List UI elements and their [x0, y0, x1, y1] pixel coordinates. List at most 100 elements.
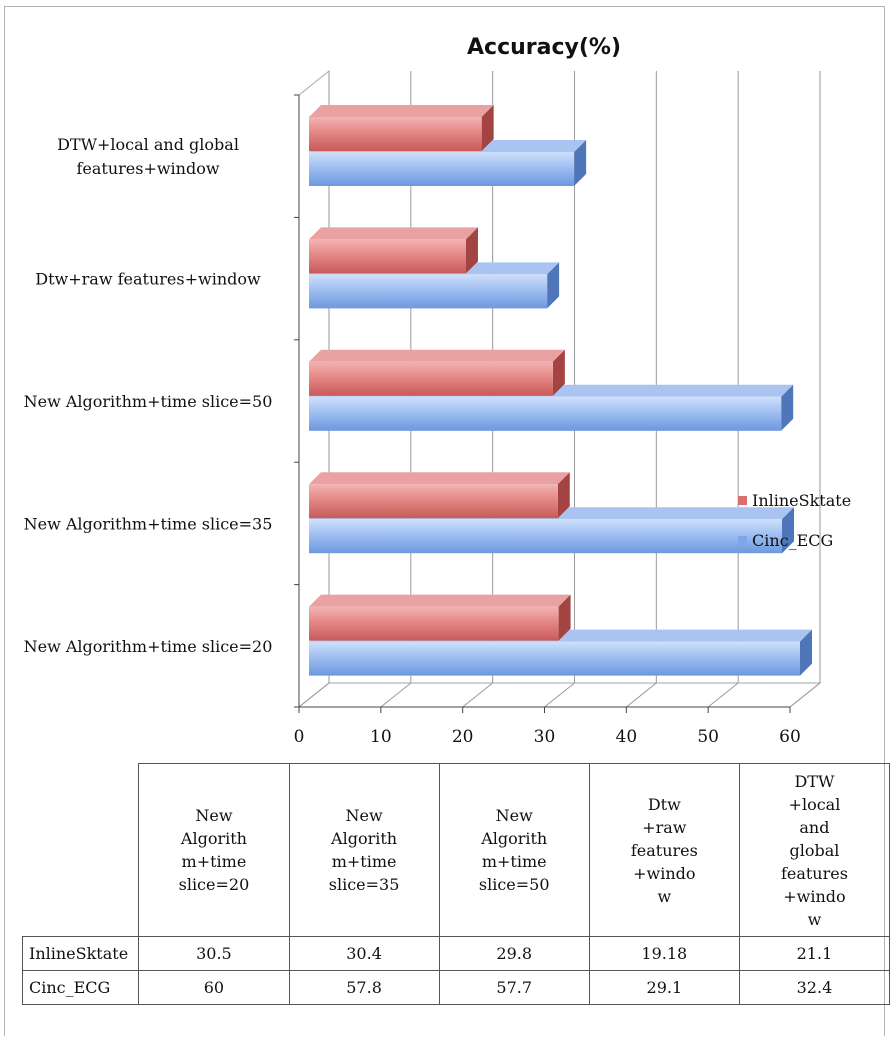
bar-face	[309, 239, 466, 274]
bar-inlinesktate	[309, 472, 570, 519]
table-header-line: slice=50	[478, 875, 550, 894]
table-header-line: w	[657, 886, 672, 906]
table-header-line: +windo	[633, 863, 696, 883]
bar-side	[781, 507, 794, 554]
table-row-label: Cinc_ECG	[21, 970, 140, 1005]
table-cell: 57.7	[438, 970, 590, 1005]
bar-face	[309, 484, 558, 519]
table-header-line: m+time	[181, 852, 247, 871]
table-header-line: slice=20	[178, 875, 250, 894]
bar-side	[552, 349, 565, 396]
category-label: New Algorithm+time slice=35	[24, 514, 273, 533]
bar-cinc-ecg	[309, 140, 587, 186]
x-tick-label: 10	[370, 727, 392, 747]
table-header-line: slice=35	[328, 875, 400, 894]
table-header-line: New	[195, 806, 233, 825]
bar-face	[309, 641, 800, 676]
table-column-header: New Algorith m+time slice=35	[288, 763, 440, 937]
legend-swatch	[738, 536, 747, 545]
table-header-line: features	[630, 840, 698, 860]
bar-side	[465, 227, 478, 274]
table-cell: 57.8	[288, 970, 440, 1005]
chart-title: Accuracy(%)	[467, 35, 621, 60]
table-header-line: DTW	[794, 771, 835, 791]
floor-gridline	[707, 682, 739, 708]
table-header-line: and	[799, 817, 830, 837]
axes	[294, 94, 791, 713]
bar-side	[481, 105, 494, 151]
bar-inlinesktate	[309, 594, 571, 641]
table-header-line: m+time	[481, 852, 547, 871]
bar-top	[309, 472, 570, 485]
bar-chart: Accuracy(%) New Algorithm+time slice=20N…	[24, 35, 852, 747]
table-header-row: New Algorith m+time slice=20 New Algorith m+ti…	[22, 763, 890, 937]
bar-face	[309, 396, 782, 431]
table-cell: 21.1	[738, 936, 890, 971]
floor-gridline	[462, 682, 493, 708]
table-column-header: New Algorith m+time slice=20	[138, 763, 290, 937]
legend-swatch	[738, 496, 747, 505]
x-tick-label: 20	[452, 727, 474, 747]
bar-top	[309, 105, 494, 117]
category-labels: New Algorithm+time slice=20 New Algorithm…	[24, 135, 273, 656]
bar-inlinesktate	[309, 105, 494, 151]
x-tick-label: 60	[779, 727, 801, 747]
table-header-line: +raw	[642, 817, 687, 837]
x-tick-label: 0	[294, 727, 305, 747]
table-header-line: m+time	[331, 852, 397, 871]
table-cell: 32.4	[738, 970, 890, 1005]
legend-label: Cinc_ECG	[752, 531, 833, 550]
bar-face	[309, 519, 782, 554]
legend: InlineSktate Cinc_ECG	[738, 491, 851, 550]
category-label: New Algorithm+time slice=20	[24, 637, 273, 656]
bar-top	[309, 349, 565, 362]
bar-side	[800, 629, 812, 676]
table-header-line: Algorith	[481, 829, 548, 848]
category-label: New Algorithm+time slice=50	[24, 392, 273, 411]
bar-side	[574, 140, 587, 186]
bar-face	[309, 361, 553, 396]
table-body: InlineSktate 30.5 30.4 29.8 19.18 21.1 Cinc_EC…	[21, 936, 890, 1005]
bar-side	[547, 262, 560, 309]
bar-inlinesktate	[309, 349, 565, 396]
bar-side	[781, 384, 794, 431]
x-tick-label: 50	[697, 727, 719, 747]
table-header-line: global	[789, 840, 840, 860]
bar-side	[557, 472, 570, 519]
table-header-line: Dtw	[647, 794, 681, 814]
bars	[309, 105, 812, 676]
table-cell: 60	[138, 970, 290, 1005]
table-header-line: w	[807, 909, 822, 929]
chart-frame	[4, 6, 885, 1036]
bar-face	[309, 606, 559, 641]
tick-labels: 0 10 20 30 40 50 60	[294, 727, 801, 747]
table-cell: 29.8	[438, 936, 590, 971]
category-label: DTW+local and global features+window	[57, 135, 239, 178]
floor-gridline	[789, 682, 821, 708]
floor-gridline	[298, 682, 330, 708]
table-header-line: New	[495, 806, 533, 825]
table-header-line: New	[345, 806, 383, 825]
table-header-line: Algorith	[331, 829, 398, 848]
table-cell: 30.5	[138, 936, 290, 971]
table-header-line: +windo	[783, 886, 846, 906]
legend-label: InlineSktate	[752, 491, 851, 510]
table-header-line: Algorith	[180, 829, 247, 848]
bar-side	[558, 594, 571, 641]
bar-face	[309, 152, 575, 186]
x-tick-label: 40	[616, 727, 638, 747]
table-column-header: Dtw +raw features +windo w	[588, 763, 740, 937]
bar-face	[309, 274, 548, 309]
table-cell: 29.1	[588, 970, 740, 1005]
table-cell: 19.18	[588, 936, 740, 971]
data-table: New Algorith m+time slice=20 New Algorith m+ti…	[21, 763, 890, 1005]
table-corner-cell	[22, 763, 140, 937]
bar-face	[309, 117, 482, 151]
table-row: Cinc_ECG 60 57.8 57.7 29.1 32.4	[21, 970, 890, 1005]
bar-top	[309, 594, 571, 607]
table-column-header: New Algorith m+time slice=50	[438, 763, 590, 937]
floor-gridline	[544, 682, 575, 708]
table-column-header: DTW +local and global features +windo w	[738, 763, 890, 937]
floor-gridline	[626, 682, 657, 708]
table-row-label: InlineSktate	[21, 936, 140, 971]
